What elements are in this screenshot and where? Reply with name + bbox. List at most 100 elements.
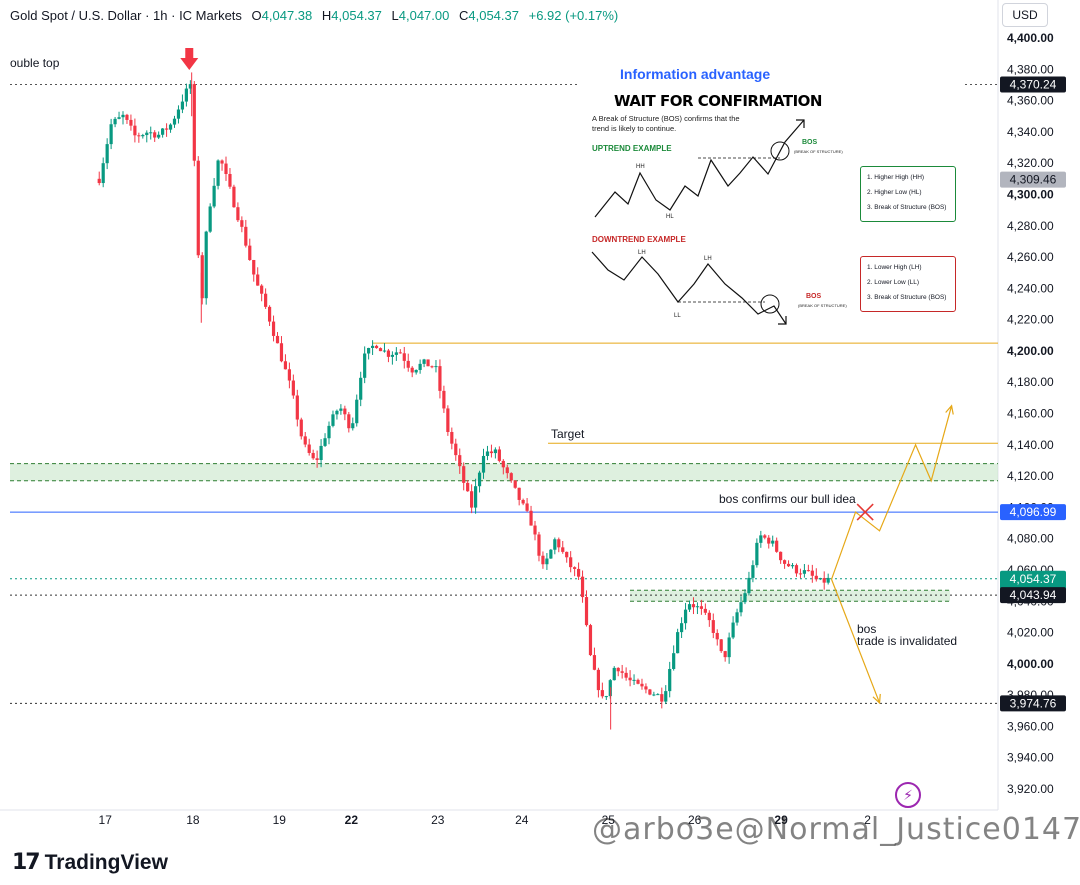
- candle-body: [145, 132, 149, 136]
- candle-body: [410, 367, 414, 373]
- candle-body: [695, 606, 700, 608]
- y-tick-label: 4,380.00: [1007, 62, 1054, 76]
- candle-body: [707, 612, 711, 621]
- y-tick-label: 4,400.00: [1007, 31, 1054, 45]
- candle-body: [810, 570, 814, 576]
- price-label-badge: [1000, 171, 1066, 188]
- y-tick-label: 4,300.00: [1007, 187, 1054, 201]
- symbol-title[interactable]: Gold Spot / U.S. Dollar · 1h · IC Market…: [10, 8, 242, 23]
- candle-body: [279, 343, 284, 362]
- candle-body: [545, 558, 549, 565]
- chart-header: Gold Spot / U.S. Dollar · 1h · IC Market…: [10, 8, 618, 23]
- infographic-title: WAIT FOR CONFIRMATION: [614, 92, 822, 110]
- tradingview-logo[interactable]: 17 TradingView: [12, 850, 168, 875]
- candle-body: [295, 395, 299, 420]
- candle-body: [271, 321, 276, 336]
- tradingview-logo-text: TradingView: [44, 850, 168, 874]
- candle-body: [676, 632, 680, 654]
- candle-body: [668, 668, 672, 692]
- candle-body: [458, 455, 462, 467]
- candle-body: [244, 226, 248, 246]
- hh-label: HH: [636, 164, 645, 170]
- uptrend-list-item: 1. Higher High (HH): [867, 174, 925, 181]
- y-tick-label: 3,960.00: [1007, 719, 1054, 733]
- candle-body: [248, 245, 252, 260]
- candle-body: [588, 625, 593, 656]
- candle-body: [763, 535, 767, 538]
- y-tick-label: 4,220.00: [1007, 313, 1054, 327]
- y-tick-label: 4,200.00: [1007, 344, 1054, 358]
- candle-body: [299, 419, 303, 437]
- candle-body: [307, 444, 311, 453]
- candle-body: [719, 639, 723, 652]
- candle-body: [477, 472, 482, 487]
- candle-body: [529, 510, 533, 526]
- currency-button[interactable]: USD: [1002, 3, 1048, 27]
- candle-body: [592, 655, 597, 670]
- candle-body: [584, 597, 589, 626]
- candle-body: [176, 109, 181, 119]
- candle-body: [509, 473, 513, 481]
- candle-body: [533, 525, 537, 535]
- candle-body: [521, 499, 525, 504]
- candle-body: [267, 306, 272, 322]
- annotation-invalidated: trade is invalidated: [857, 634, 957, 648]
- candle-body: [755, 542, 759, 566]
- candle-body: [672, 653, 676, 669]
- candle-body: [636, 679, 640, 684]
- lightning-icon[interactable]: ⚡: [895, 782, 921, 808]
- y-tick-label: 4,080.00: [1007, 532, 1054, 546]
- candle-body: [454, 443, 458, 456]
- candle-body: [771, 540, 775, 544]
- y-tick-label: 4,280.00: [1007, 219, 1054, 233]
- low-value: 4,047.00: [398, 8, 450, 23]
- x-tick-label: 19: [273, 813, 287, 827]
- candle-body: [287, 369, 291, 381]
- candle-body: [291, 380, 295, 396]
- candle-body: [493, 449, 497, 454]
- watermark-text: @arbo3e@Normal_Justice0147: [592, 812, 1080, 847]
- candle-body: [141, 135, 145, 137]
- candle-body: [565, 551, 569, 558]
- candle-body: [818, 578, 822, 580]
- price-label-text: 4,096.99: [1010, 505, 1057, 519]
- candle-body: [806, 570, 810, 572]
- candle-body: [683, 609, 688, 624]
- price-label-text: 4,043.94: [1010, 588, 1057, 602]
- close-value: 4,054.37: [468, 8, 519, 23]
- price-label-badge: [1000, 695, 1066, 712]
- low-label: L: [391, 8, 399, 23]
- candle-body: [802, 570, 807, 574]
- candle-body: [256, 274, 260, 286]
- candle-body: [208, 206, 212, 232]
- candle-body: [374, 345, 379, 349]
- candle-body: [113, 118, 117, 125]
- downtrend-list-item: 2. Lower Low (LL): [867, 279, 920, 286]
- downtrend-list: 1. Lower High (LH) 2. Lower Low (LL) 3. …: [860, 256, 956, 312]
- downtrend-list-item: 1. Lower High (LH): [867, 264, 922, 271]
- price-label-badge: [1000, 76, 1066, 93]
- candle-body: [715, 632, 719, 640]
- downtrend-list-item: 3. Break of Structure (BOS): [867, 294, 947, 301]
- candle-body: [782, 560, 787, 564]
- close-label: C: [458, 8, 469, 23]
- annotation-target: Target: [551, 427, 585, 441]
- candle-body: [228, 173, 232, 187]
- candle-body: [168, 124, 173, 130]
- candle-body: [541, 555, 545, 565]
- candle-body: [513, 480, 517, 488]
- candles: [97, 80, 830, 709]
- candle-body: [612, 667, 616, 681]
- y-tick-label: 4,020.00: [1007, 626, 1054, 640]
- candle-body: [446, 408, 450, 432]
- uptrend-bos-circle: [770, 141, 790, 161]
- candle-body: [604, 696, 608, 698]
- candle-body: [149, 132, 153, 134]
- annotation-bos: bos: [857, 622, 876, 636]
- candle-body: [711, 620, 715, 633]
- candle-body: [283, 361, 288, 370]
- candle-body: [161, 128, 165, 135]
- candle-body: [418, 363, 422, 370]
- bull-projection: [830, 405, 953, 580]
